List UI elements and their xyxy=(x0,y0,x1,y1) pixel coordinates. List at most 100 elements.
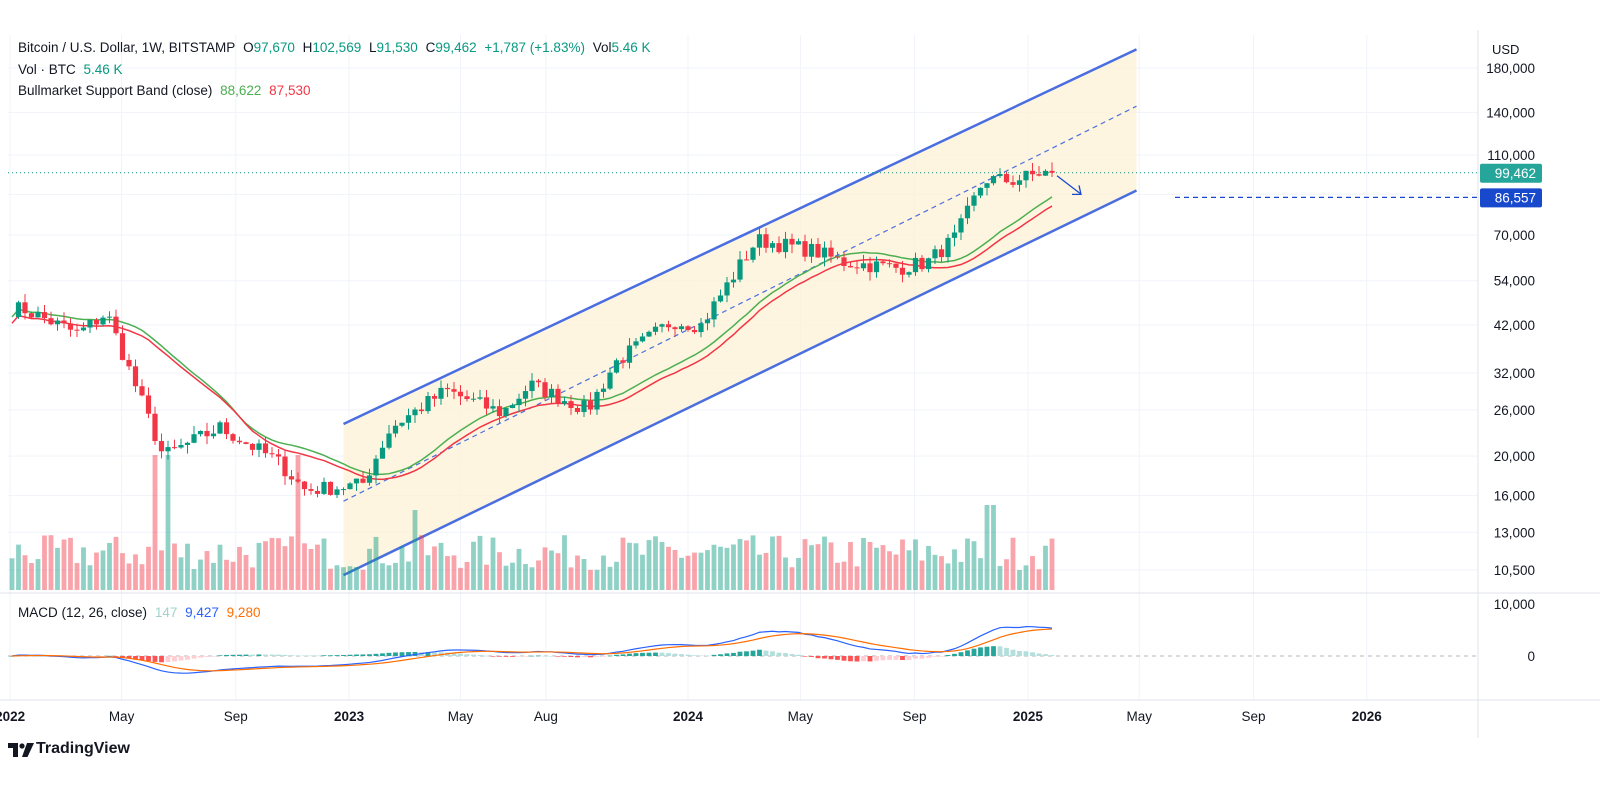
candle-body-84 xyxy=(555,388,561,404)
candle-body-133 xyxy=(873,261,880,273)
tradingview-brand[interactable]: TradingView xyxy=(36,740,130,757)
volume-bar-138 xyxy=(906,550,912,590)
candle-body-45 xyxy=(301,481,308,490)
candle-body-33 xyxy=(223,422,230,435)
candle-body-86 xyxy=(568,401,574,408)
volume-bar-8 xyxy=(61,539,67,590)
macd-hist-bar-101 xyxy=(666,653,671,656)
legend-symbol[interactable]: Bitcoin / U.S. Dollar, 1W, BITSTAMP xyxy=(18,40,236,55)
candle-body-111 xyxy=(730,279,737,283)
volume-bar-60 xyxy=(399,546,405,590)
volume-bar-66 xyxy=(438,542,444,590)
price-tick-label-5: 54,000 xyxy=(1494,274,1535,289)
volume-bar-53 xyxy=(354,567,359,590)
legend-open: 97,670 xyxy=(253,40,295,55)
macd-hist-bar-105 xyxy=(692,655,697,656)
volume-bar-76 xyxy=(503,565,509,590)
macd-hist-bar-123 xyxy=(809,656,814,657)
volume-bar-118 xyxy=(776,535,782,590)
channel xyxy=(8,48,1478,577)
candle-body-132 xyxy=(867,263,873,273)
candle-body-149 xyxy=(977,187,984,196)
candle-body-30 xyxy=(204,430,210,437)
candle-body-42 xyxy=(282,456,288,477)
macd-hist-bar-16 xyxy=(113,656,119,657)
macd-hist-bar-95 xyxy=(627,653,632,656)
volume-bar-71 xyxy=(471,541,476,590)
volume-bar-67 xyxy=(445,556,450,590)
candle-body-104 xyxy=(685,326,691,330)
volume-bar-120 xyxy=(789,567,795,590)
legend-vol-line-label[interactable]: Vol · BTC xyxy=(18,62,76,77)
volume-bar-89 xyxy=(588,569,593,590)
candle-body-25 xyxy=(171,447,178,449)
candle-body-129 xyxy=(847,265,854,268)
axes: 180,000140,000110,00088,00070,00054,0004… xyxy=(0,30,1600,738)
volume-bar-145 xyxy=(952,549,957,590)
candle-body-93 xyxy=(613,360,620,373)
candle-body-65 xyxy=(431,396,438,399)
macd-hist-bar-44 xyxy=(295,655,301,656)
macd-hist-bar-79 xyxy=(523,656,528,657)
volume-bar-80 xyxy=(529,567,535,590)
macd-hist-bar-107 xyxy=(705,655,710,657)
macd-hist-bar-149 xyxy=(978,647,983,656)
macd-hist-bar-59 xyxy=(393,652,398,656)
macd-hist-bar-32 xyxy=(217,655,223,656)
candle-body-53 xyxy=(353,478,360,484)
volume-bar-25 xyxy=(172,543,177,590)
candle-body-140 xyxy=(919,257,925,270)
candle-body-63 xyxy=(418,409,425,412)
macd-hist-bar-160 xyxy=(1049,655,1055,656)
volume-bar-78 xyxy=(516,548,522,590)
time-tick-label-8: Sep xyxy=(903,709,927,724)
macd-signal-line xyxy=(11,628,1053,672)
macd-hist-bar-136 xyxy=(893,656,899,660)
legend-vol: 5.46 K xyxy=(611,40,651,55)
volume-bar-12 xyxy=(87,565,93,590)
macd-hist-bar-39 xyxy=(263,654,268,656)
candle-body-101 xyxy=(665,324,672,328)
volume-bar-94 xyxy=(620,537,626,590)
tradingview-logo-icon[interactable] xyxy=(8,743,34,757)
candle-body-39 xyxy=(262,443,269,454)
macd-hist-bar-148 xyxy=(971,648,977,656)
volume-bar-47 xyxy=(315,544,320,590)
macd-hist-bar-49 xyxy=(328,655,333,656)
candle-body-123 xyxy=(808,243,815,257)
volume-bar-3 xyxy=(29,563,34,590)
volume-bar-139 xyxy=(913,539,918,590)
candle-body-141 xyxy=(925,258,932,270)
volume-bar-151 xyxy=(991,505,996,590)
time-tick-label-0: 2022 xyxy=(0,709,25,724)
candle-body-76 xyxy=(503,408,509,417)
candle-body-147 xyxy=(964,205,971,219)
legend-band-label[interactable]: Bullmarket Support Band (close) xyxy=(18,83,213,98)
volume-bar-113 xyxy=(744,540,749,590)
candle-body-135 xyxy=(886,263,893,265)
volume-bar-11 xyxy=(81,547,86,590)
candle-body-153 xyxy=(1003,174,1010,183)
volume-bar-105 xyxy=(692,552,697,590)
candle-body-1 xyxy=(15,302,22,317)
macd-hist-bar-29 xyxy=(198,656,203,658)
candle-body-50 xyxy=(334,489,340,495)
candle-body-94 xyxy=(620,360,626,363)
volume-bar-74 xyxy=(490,537,496,590)
macd-hist-bar-31 xyxy=(211,656,216,657)
legend-macd-label[interactable]: MACD (12, 26, close) xyxy=(18,605,148,620)
volume-bar-157 xyxy=(1030,556,1035,590)
volume-bar-6 xyxy=(48,535,54,590)
macd-hist-bar-27 xyxy=(185,656,190,660)
volume-bar-5 xyxy=(42,535,47,590)
macd-hist-bar-131 xyxy=(861,656,866,662)
band-ema-line xyxy=(11,205,1053,481)
candle-body-136 xyxy=(893,263,899,268)
volume-bar-153 xyxy=(1004,559,1009,590)
macd-hist-bar-151 xyxy=(991,646,996,656)
macd-hist-bar-158 xyxy=(1036,653,1042,656)
candle-body-160 xyxy=(1049,170,1055,173)
volume-bar-160 xyxy=(1049,538,1055,590)
macd-hist-bar-154 xyxy=(1010,649,1016,656)
volume-bar-69 xyxy=(458,567,463,590)
